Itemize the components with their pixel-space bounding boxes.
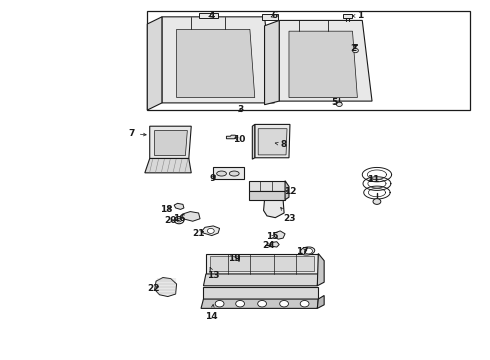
Polygon shape (289, 31, 357, 98)
Text: 2: 2 (350, 44, 357, 53)
Text: 23: 23 (281, 207, 296, 223)
Text: 22: 22 (147, 284, 159, 293)
Polygon shape (176, 30, 255, 98)
Circle shape (373, 199, 381, 204)
Polygon shape (203, 274, 318, 286)
Polygon shape (318, 296, 324, 309)
Text: 5: 5 (331, 98, 337, 107)
Polygon shape (162, 17, 274, 103)
Circle shape (305, 248, 313, 254)
Circle shape (300, 301, 309, 307)
Polygon shape (258, 129, 287, 155)
Text: 18: 18 (160, 205, 172, 214)
Text: 11: 11 (367, 175, 379, 184)
Ellipse shape (300, 247, 315, 255)
Polygon shape (274, 231, 285, 239)
Polygon shape (265, 21, 279, 105)
Polygon shape (353, 44, 357, 45)
Circle shape (174, 217, 184, 224)
Circle shape (215, 301, 224, 307)
Polygon shape (147, 17, 162, 110)
Polygon shape (262, 14, 278, 20)
Ellipse shape (229, 171, 239, 176)
Text: 3: 3 (237, 105, 243, 114)
Text: 24: 24 (262, 241, 275, 250)
Polygon shape (249, 181, 285, 192)
Bar (147, 12, 470, 110)
Text: 8: 8 (275, 140, 287, 149)
Polygon shape (201, 299, 318, 309)
Polygon shape (198, 13, 218, 18)
Polygon shape (337, 102, 341, 104)
Polygon shape (343, 14, 352, 18)
Text: 13: 13 (207, 267, 220, 279)
Circle shape (236, 301, 245, 307)
Polygon shape (264, 197, 284, 218)
Circle shape (207, 228, 214, 233)
Polygon shape (203, 287, 318, 299)
Ellipse shape (217, 171, 226, 176)
Text: 14: 14 (205, 305, 218, 321)
Polygon shape (155, 278, 176, 297)
Polygon shape (285, 181, 289, 200)
Polygon shape (145, 158, 191, 173)
Text: 12: 12 (284, 187, 296, 196)
Circle shape (336, 102, 342, 107)
Text: 1: 1 (352, 11, 363, 20)
Polygon shape (252, 125, 255, 159)
Polygon shape (182, 212, 200, 221)
Text: 6: 6 (271, 11, 277, 20)
Circle shape (176, 219, 181, 222)
Polygon shape (155, 131, 187, 156)
Circle shape (352, 48, 358, 53)
Text: 4: 4 (209, 11, 215, 20)
Text: 16: 16 (173, 214, 185, 223)
Polygon shape (210, 256, 315, 271)
Polygon shape (213, 167, 244, 179)
Circle shape (258, 301, 267, 307)
Polygon shape (226, 135, 236, 139)
Circle shape (280, 301, 289, 307)
Text: 9: 9 (209, 174, 216, 183)
Text: 7: 7 (128, 129, 146, 138)
Text: 15: 15 (266, 232, 278, 241)
Polygon shape (206, 253, 318, 274)
Text: 21: 21 (193, 229, 205, 238)
Polygon shape (150, 126, 191, 158)
Text: 19: 19 (228, 255, 241, 264)
Polygon shape (249, 192, 285, 200)
Text: 20: 20 (165, 216, 177, 225)
Polygon shape (255, 125, 290, 158)
Text: 17: 17 (296, 247, 309, 256)
Polygon shape (202, 226, 220, 235)
Polygon shape (279, 21, 372, 101)
Text: 10: 10 (233, 135, 245, 144)
Polygon shape (174, 203, 184, 210)
Polygon shape (270, 242, 279, 247)
Polygon shape (318, 253, 324, 286)
Polygon shape (237, 255, 241, 257)
